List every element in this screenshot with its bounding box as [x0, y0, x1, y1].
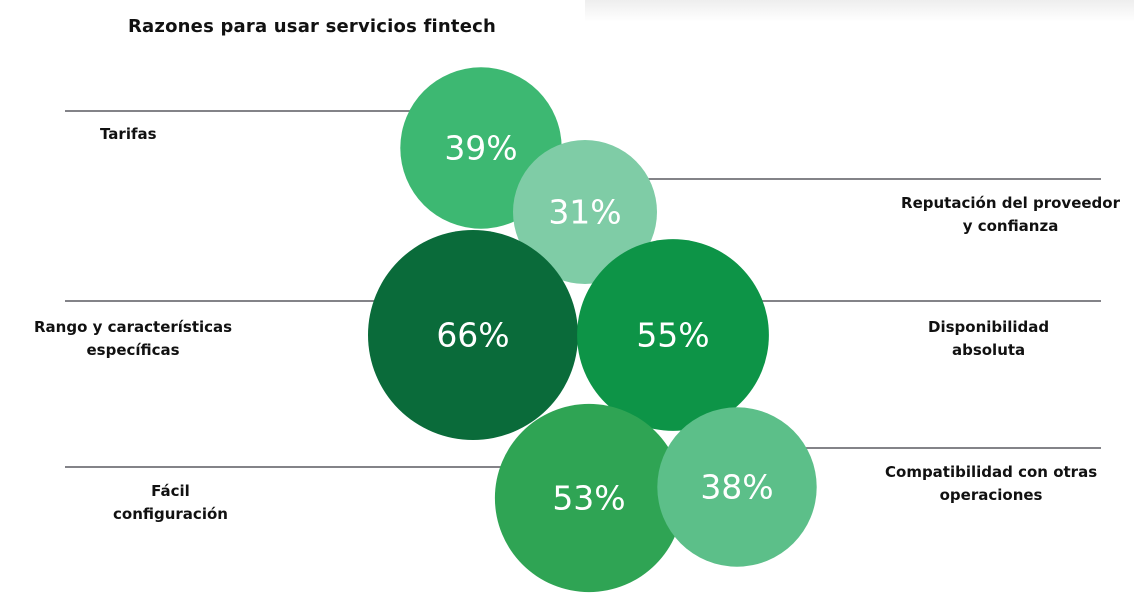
bubble: [513, 140, 657, 284]
category-label-line: Disponibilidad: [928, 318, 1050, 336]
category-label-compatibilidad: Compatibilidad con otras operaciones: [885, 461, 1097, 507]
category-label-line: configuración: [113, 505, 228, 523]
category-label-line: Tarifas: [100, 125, 157, 143]
bubble: [368, 230, 578, 440]
category-label-reputacion: Reputación del proveedor y confianza: [901, 192, 1120, 238]
bubble: [657, 407, 817, 567]
category-label-disponibilidad: Disponibilidad absoluta: [928, 316, 1049, 362]
category-label-tarifas: Tarifas: [100, 123, 157, 146]
bubble: [494, 403, 684, 593]
category-label-line: específicas: [86, 341, 180, 359]
category-label-facil: Fácil configuración: [113, 480, 228, 526]
chart-title: Razones para usar servicios fintech: [128, 16, 496, 37]
bubble-value-label: 39%: [444, 129, 517, 168]
bubble-value-label: 31%: [548, 193, 621, 232]
category-label-line: operaciones: [939, 486, 1043, 504]
category-label-line: absoluta: [951, 341, 1026, 359]
category-label-rango: Rango y características específicas: [34, 316, 232, 362]
category-label-line: Rango y características: [34, 318, 233, 336]
category-label-line: Reputación del proveedor: [901, 194, 1120, 212]
category-label-line: y confianza: [962, 217, 1059, 235]
bubble: [577, 239, 769, 431]
category-label-line: Fácil: [151, 482, 190, 500]
top-shade: [585, 0, 1134, 22]
bubble-value-label: 55%: [636, 316, 709, 355]
bubble-value-label: 38%: [700, 468, 773, 507]
bubble-value-label: 66%: [436, 316, 509, 355]
bubble-value-label: 53%: [552, 479, 625, 518]
category-label-line: Compatibilidad con otras: [885, 463, 1098, 481]
